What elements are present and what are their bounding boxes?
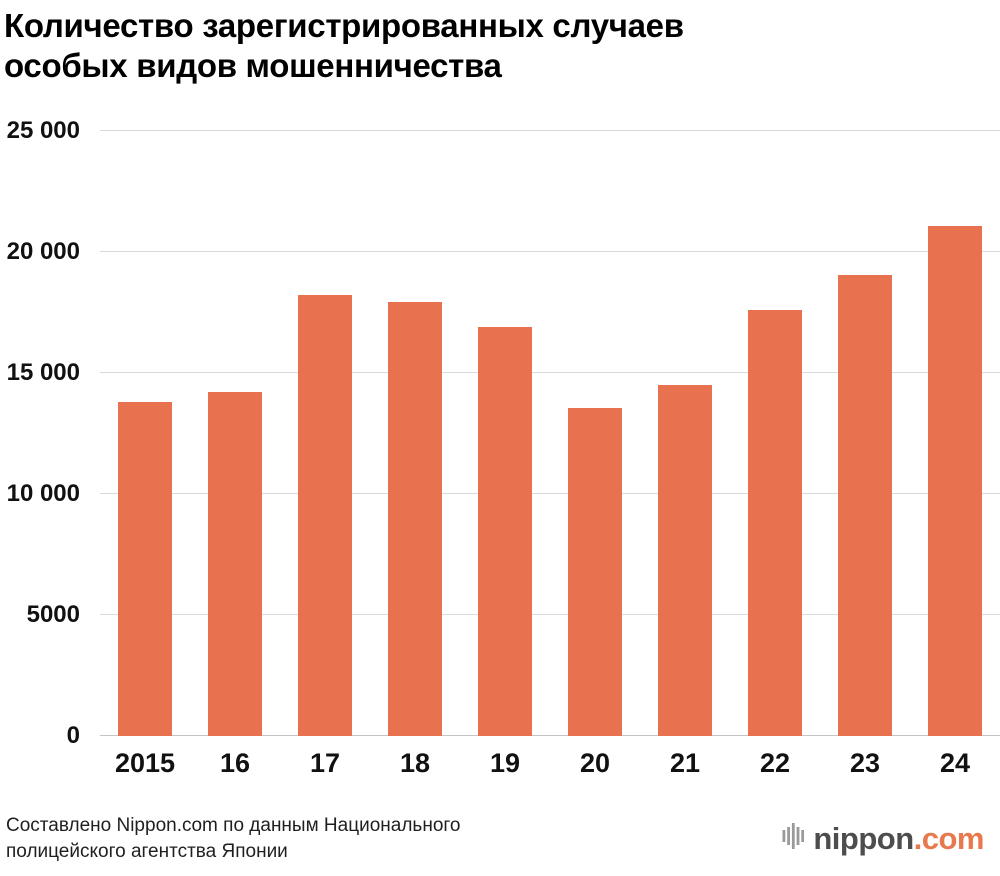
gridline	[100, 129, 1000, 131]
y-tick-label: 25 000	[6, 116, 80, 144]
x-axis-baseline	[100, 734, 1000, 736]
bar-column	[280, 131, 370, 736]
bar-19	[477, 326, 533, 736]
logo-text-nippon: nippon	[813, 820, 914, 856]
plot-area	[100, 129, 1000, 736]
y-axis: 0 5000 10 000 15 000 20 000 25 000	[4, 117, 100, 749]
bar-column	[550, 131, 640, 736]
bar-23	[837, 274, 893, 736]
nippon-bars-icon	[782, 822, 805, 855]
bar-22	[747, 309, 803, 736]
bar-20	[567, 407, 623, 736]
y-tick-label: 15 000	[6, 358, 80, 386]
bar-24	[927, 226, 983, 736]
bar-17	[297, 295, 353, 736]
gridline	[100, 250, 1000, 252]
bar-column	[820, 131, 910, 736]
bar-column	[730, 131, 820, 736]
x-tick-label: 24	[939, 747, 971, 778]
x-tick-label: 16	[219, 747, 251, 778]
y-tick-label: 0	[66, 721, 80, 749]
x-tick-label: 23	[849, 747, 881, 778]
bars-row	[100, 131, 1000, 736]
x-tick-label: 17	[309, 747, 341, 778]
bar-column	[640, 131, 730, 736]
footer: Составлено Nippon.com по данным Национал…	[4, 813, 1000, 865]
gridline	[100, 613, 1000, 615]
x-tick-label: 18	[399, 747, 431, 778]
bar-column	[370, 131, 460, 736]
bar-column	[910, 131, 1000, 736]
x-tick-label: 19	[489, 747, 521, 778]
y-tick-label: 20 000	[6, 237, 80, 265]
y-tick-label: 5000	[26, 600, 80, 628]
gridline	[100, 371, 1000, 373]
x-tick-label: 22	[759, 747, 791, 778]
bar-column	[460, 131, 550, 736]
source-note: Составлено Nippon.com по данным Национал…	[6, 814, 461, 862]
bar-18	[387, 302, 443, 736]
bar-column	[100, 131, 190, 736]
x-tick-label: 21	[669, 747, 701, 778]
nippon-logo: nippon.com	[782, 821, 985, 857]
gridline	[100, 492, 1000, 494]
logo-text-com: .com	[913, 820, 985, 856]
bar-column	[190, 131, 280, 736]
chart-title: Количество зарегистрированных случаев ос…	[4, 7, 684, 85]
bar-21	[657, 384, 713, 736]
y-tick-label: 10 000	[6, 479, 80, 507]
x-tick-label: 2015	[114, 747, 176, 778]
x-tick-label: 20	[579, 747, 611, 778]
bar-2015	[117, 401, 173, 736]
logo-text: nippon.com	[813, 821, 984, 857]
x-axis: 2015 16 17 18 19 20 21 22 23 24	[100, 736, 1000, 779]
bar-16	[207, 391, 263, 736]
chart: 0 5000 10 000 15 000 20 000 25 000	[4, 117, 1000, 749]
